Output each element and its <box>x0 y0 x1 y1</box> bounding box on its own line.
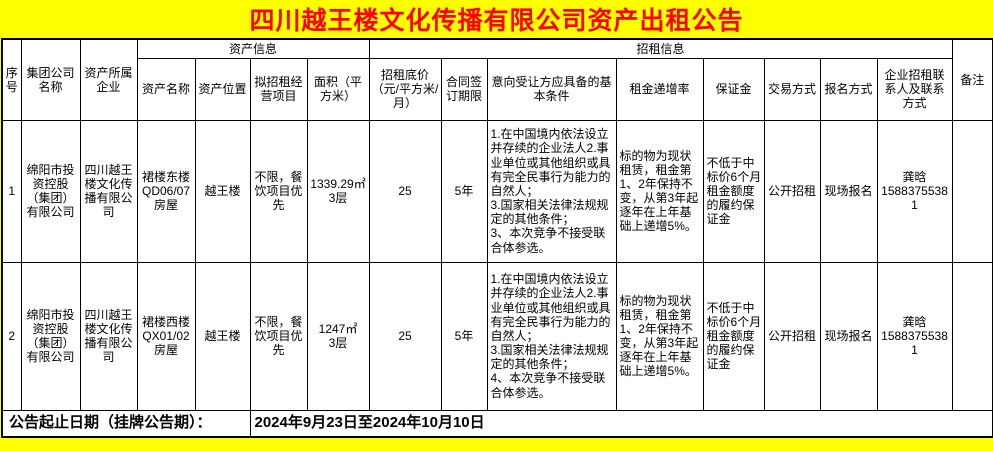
row1-registration-method-cell: 现场报名 <box>819 119 878 263</box>
group-header-row: 序号 集团公司名称 资产所属企业 资产信息 招租信息 备注 <box>1 38 993 121</box>
row2-area-cell: 1247㎡ 3层 <box>306 261 370 411</box>
table-row: 1 绵阳市投资控股（集团）有限公司 四川越王楼文化传播有限公司 裙楼东楼QD06… <box>1 119 993 263</box>
group-header-rental-info: 招租信息 <box>368 38 953 59</box>
header-asset-location: 资产位置 <box>194 57 251 121</box>
header-index: 序号 <box>1 38 22 121</box>
announcement-period-label: 公告起止日期（挂牌公告期）： <box>1 409 251 438</box>
row1-contact-cell: 龚晗 15883755381 <box>876 119 953 263</box>
row2-rent-escalation-cell: 标的物为现状租赁，租金第1、2年保持不变，从第3年起逐年在上年基础上递增5%。 <box>615 261 704 411</box>
header-deposit: 保证金 <box>702 57 765 121</box>
row1-bidder-conditions-cell: 1.在中国境内依法设立并存续的企业法人2.事业单位或其他组织或具有完全民事行为能… <box>486 119 617 263</box>
header-transaction-method: 交易方式 <box>763 57 821 121</box>
group-header-asset-info: 资产信息 <box>136 38 370 59</box>
row2-index-cell: 2 <box>1 261 22 411</box>
header-contract-term: 合同签订期限 <box>440 57 488 121</box>
header-owning-enterprise: 资产所属企业 <box>79 38 138 121</box>
row1-contract-term-cell: 5年 <box>440 119 488 263</box>
row1-floor-price-cell: 25 <box>368 119 442 263</box>
row2-group-company-cell: 绵阳市投资控股（集团）有限公司 <box>20 261 81 411</box>
row2-bidder-conditions-cell: 1.在中国境内依法设立并存续的企业法人2.事业单位或其他组织或具有完全民事行为能… <box>486 261 617 411</box>
row1-asset-name-cell: 裙楼东楼QD06/07房屋 <box>136 119 196 263</box>
row2-deposit-cell: 不低于中标价6个月租金额度的履约保证金 <box>702 261 765 411</box>
row1-index-cell: 1 <box>1 119 22 263</box>
asset-rental-table: 序号 集团公司名称 资产所属企业 资产信息 招租信息 备注 资产名称 资产位置 … <box>1 38 993 438</box>
row2-planned-business-cell: 不限，餐饮项目优先 <box>249 261 308 411</box>
row1-deposit-cell: 不低于中标价6个月租金额度的履约保证金 <box>702 119 765 263</box>
sub-header-row: 资产名称 资产位置 拟招租经营项目 面积（平方米） 招租底价（元/平方米/月） … <box>2 57 993 121</box>
row2-asset-name-cell: 裙楼西楼QX01/02房屋 <box>136 261 196 411</box>
page-title: 四川越王楼文化传播有限公司资产出租公告 <box>249 7 744 35</box>
row1-remarks-cell <box>951 119 993 263</box>
row1-transaction-method-cell: 公开招租 <box>763 119 821 263</box>
row1-asset-location-cell: 越王楼 <box>194 119 251 263</box>
row2-owning-enterprise-cell: 四川越王楼文化传播有限公司 <box>79 261 138 411</box>
header-planned-business: 拟招租经营项目 <box>249 57 308 121</box>
announcement-period-value: 2024年9月23日至2024年10月10日 <box>249 409 993 438</box>
row1-planned-business-cell: 不限，餐饮项目优先 <box>249 119 308 263</box>
row2-floor-price-cell: 25 <box>368 261 442 411</box>
header-registration-method: 报名方式 <box>819 57 878 121</box>
header-rent-escalation: 租金递增率 <box>615 57 704 121</box>
header-area: 面积（平方米） <box>306 57 370 121</box>
row2-transaction-method-cell: 公开招租 <box>763 261 821 411</box>
row1-group-company-cell: 绵阳市投资控股（集团）有限公司 <box>20 119 81 263</box>
row2-contract-term-cell: 5年 <box>440 261 488 411</box>
header-bidder-conditions: 意向受让方应具备的基本条件 <box>486 57 617 121</box>
row1-owning-enterprise-cell: 四川越王楼文化传播有限公司 <box>79 119 138 263</box>
row1-area-cell: 1339.29㎡ 3层 <box>306 119 370 263</box>
row2-contact-cell: 龚晗 15883755381 <box>876 261 953 411</box>
header-remarks: 备注 <box>951 38 993 121</box>
row2-registration-method-cell: 现场报名 <box>819 261 878 411</box>
announcement-period-row: 公告起止日期（挂牌公告期）： 2024年9月23日至2024年10月10日 <box>1 409 993 438</box>
row2-asset-location-cell: 越王楼 <box>194 261 251 411</box>
header-group-company: 集团公司名称 <box>20 38 81 121</box>
row1-rent-escalation-cell: 标的物为现状租赁，租金第1、2年保持不变，从第3年起逐年在上年基础上递增5%。 <box>615 119 704 263</box>
row2-remarks-cell <box>951 261 993 411</box>
header-floor-price: 招租底价（元/平方米/月） <box>368 57 442 121</box>
table-row: 2 绵阳市投资控股（集团）有限公司 四川越王楼文化传播有限公司 裙楼西楼QX01… <box>1 261 993 411</box>
header-asset-name: 资产名称 <box>136 57 196 121</box>
header-contact: 企业招租联系人及联系方式 <box>876 57 953 121</box>
